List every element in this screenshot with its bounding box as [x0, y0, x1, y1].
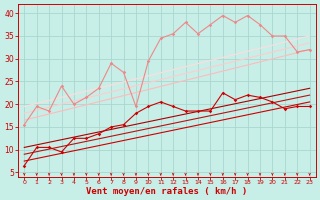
X-axis label: Vent moyen/en rafales ( km/h ): Vent moyen/en rafales ( km/h )	[86, 187, 248, 196]
